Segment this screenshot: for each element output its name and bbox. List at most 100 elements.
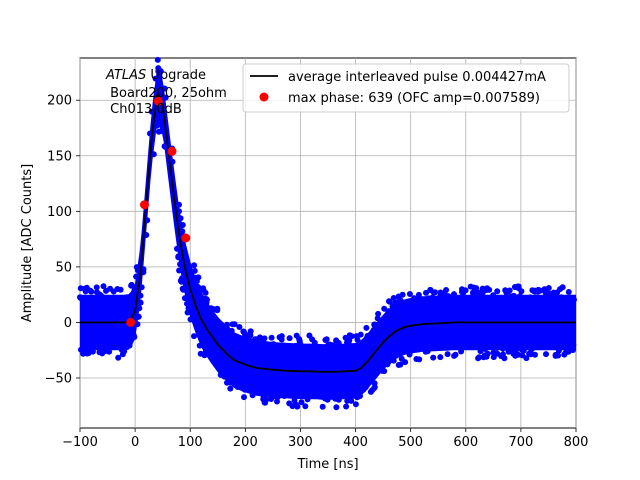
- scatter-point: [525, 296, 532, 303]
- scatter-point: [343, 403, 350, 410]
- scatter-point: [545, 290, 552, 297]
- scatter-point: [344, 397, 351, 404]
- scatter-point: [475, 341, 482, 348]
- scatter-point: [81, 285, 88, 292]
- scatter-point: [191, 262, 198, 269]
- scatter-point: [552, 352, 559, 359]
- scatter-point: [434, 343, 440, 350]
- scatter-point: [493, 342, 500, 348]
- scatter-point: [570, 341, 577, 348]
- scatter-point: [93, 284, 100, 291]
- annotation-line-1: ATLAS Upgrade: [105, 68, 206, 83]
- scatter-point: [198, 295, 205, 301]
- scatter-point: [500, 344, 507, 351]
- scatter-point: [333, 404, 340, 411]
- scatter-point: [176, 208, 182, 215]
- scatter-point: [407, 301, 414, 308]
- scatter-point: [133, 273, 140, 280]
- scatter-point: [270, 341, 277, 348]
- legend-marker-swatch: [259, 92, 269, 102]
- scatter-point: [371, 328, 378, 335]
- scatter-point: [110, 288, 117, 295]
- scatter-point: [117, 340, 124, 347]
- scatter-point: [379, 367, 386, 374]
- scatter-point: [371, 380, 378, 387]
- max-phase-point: [153, 96, 163, 106]
- max-phase-point: [167, 146, 177, 156]
- scatter-point: [562, 349, 569, 356]
- scatter-point: [289, 390, 295, 397]
- scatter-point: [78, 346, 84, 353]
- scatter-point: [176, 201, 182, 208]
- scatter-point: [322, 337, 329, 343]
- scatter-point: [335, 340, 342, 346]
- scatter-point: [224, 321, 231, 328]
- scatter-point: [470, 284, 477, 291]
- scatter-point: [137, 292, 144, 299]
- scatter-point: [435, 295, 442, 302]
- scatter-point: [224, 326, 231, 333]
- scatter-point: [134, 321, 141, 328]
- scatter-point: [381, 305, 388, 312]
- scatter-point: [551, 343, 558, 350]
- y-ticks: −50 0 50 100 150 200: [45, 94, 80, 387]
- scatter-point: [472, 298, 479, 305]
- x-tick-label: 500: [398, 435, 423, 450]
- scatter-point: [529, 287, 536, 294]
- scatter-point: [543, 351, 549, 358]
- scatter-point: [181, 295, 188, 302]
- scatter-point: [430, 354, 437, 361]
- scatter-point: [367, 388, 374, 395]
- scatter-point: [304, 396, 311, 403]
- scatter-point: [191, 333, 197, 340]
- scatter-point: [558, 294, 565, 301]
- scatter-point: [345, 340, 352, 347]
- x-tick-label: 100: [178, 435, 203, 450]
- scatter-point: [353, 393, 360, 400]
- scatter-point: [374, 315, 381, 322]
- scatter-point: [234, 380, 241, 387]
- scatter-point: [451, 352, 458, 359]
- scatter-point: [390, 357, 397, 364]
- scatter-point: [424, 348, 431, 355]
- scatter-point: [102, 348, 109, 354]
- scatter-point: [161, 85, 168, 92]
- scatter-point: [140, 269, 147, 276]
- scatter-point: [267, 388, 273, 395]
- y-tick-label: 0: [64, 316, 72, 331]
- x-axis-title: Time [ns]: [296, 457, 358, 472]
- y-tick-label: 200: [47, 94, 72, 109]
- scatter-band-fill: [80, 66, 576, 400]
- scatter-point: [229, 321, 236, 328]
- scatter-point: [413, 356, 420, 362]
- scatter-point: [195, 274, 202, 281]
- scatter-point: [187, 307, 193, 313]
- scatter-point: [260, 392, 267, 399]
- scatter-point: [427, 287, 434, 294]
- scatter-point: [259, 337, 266, 343]
- scatter-point: [501, 355, 508, 362]
- scatter-point: [343, 345, 350, 352]
- scatter-point: [119, 351, 126, 358]
- scatter-point: [280, 342, 287, 349]
- scatter-point: [204, 296, 210, 303]
- scatter-point: [184, 300, 190, 307]
- scatter-band: [77, 56, 577, 411]
- scatter-point: [390, 295, 397, 301]
- scatter-point: [227, 385, 234, 392]
- scatter-point: [262, 343, 269, 350]
- scatter-point: [77, 295, 84, 302]
- scatter-point: [240, 328, 247, 335]
- scatter-point: [115, 295, 122, 302]
- scatter-point: [490, 292, 497, 299]
- scatter-point: [143, 232, 150, 238]
- atlas-annotation: ATLAS Upgrade Board200, 25ohm Ch013 0dB: [105, 68, 227, 117]
- scatter-point: [293, 401, 300, 408]
- max-phase-point: [140, 200, 149, 210]
- scatter-point: [152, 75, 159, 82]
- scatter-point: [136, 305, 143, 312]
- annotation-line-2: Board200, 25ohm: [106, 86, 227, 101]
- scatter-point: [518, 288, 525, 295]
- y-tick-label: 50: [55, 260, 72, 275]
- scatter-point: [371, 321, 378, 328]
